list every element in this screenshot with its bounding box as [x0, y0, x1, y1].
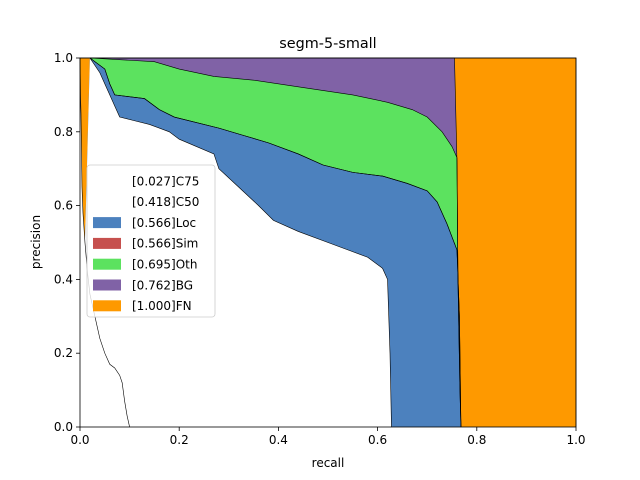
legend-label: [0.762]BG	[132, 278, 193, 292]
x-tick-label: 0.4	[269, 433, 288, 447]
legend-swatch	[93, 279, 121, 291]
y-tick-label: 0.6	[54, 199, 73, 213]
x-tick-label: 0.8	[467, 433, 486, 447]
legend-swatch	[93, 258, 121, 270]
legend-swatch	[93, 175, 121, 187]
chart-title: segm-5-small	[279, 36, 376, 52]
curve-0-566-sim	[89, 57, 462, 428]
legend-label: [0.566]Loc	[132, 216, 196, 230]
x-tick-label: 0.2	[170, 433, 189, 447]
y-tick-label: 0.2	[54, 346, 73, 360]
y-axis-ticks: 0.0 0.2 0.4 0.6 0.8 1.0	[54, 51, 80, 434]
legend-label: [0.027]C75	[132, 174, 199, 188]
y-tick-label: 0.0	[54, 420, 73, 434]
legend-swatch	[93, 196, 121, 208]
x-tick-label: 0.0	[70, 433, 89, 447]
x-axis-label: recall	[312, 456, 345, 470]
y-axis-label: precision	[29, 215, 43, 269]
legend-label: [0.695]Oth	[132, 258, 197, 272]
legend-label: [0.566]Sim	[132, 237, 198, 251]
legend-swatch	[93, 237, 121, 249]
legend: [0.027]C75 [0.418]C50 [0.566]Loc [0.566]Sim…	[86, 164, 216, 318]
legend-swatch	[93, 300, 121, 312]
y-tick-label: 0.8	[54, 125, 73, 139]
curve-0-418-c50	[89, 57, 392, 428]
legend-label: [1.000]FN	[132, 299, 192, 313]
x-tick-label: 0.6	[368, 433, 387, 447]
plot-frame	[79, 57, 577, 428]
area-0-418-c50	[80, 58, 392, 427]
area-0-027-c75	[80, 58, 130, 427]
y-tick-label: 0.4	[54, 272, 73, 286]
legend-swatch	[93, 217, 121, 229]
y-tick-label: 1.0	[54, 51, 73, 65]
x-axis-ticks: 0.0 0.2 0.4 0.6 0.8 1.0	[70, 427, 586, 447]
x-tick-label: 1.0	[566, 433, 585, 447]
legend-label: [0.418]C50	[132, 195, 199, 209]
